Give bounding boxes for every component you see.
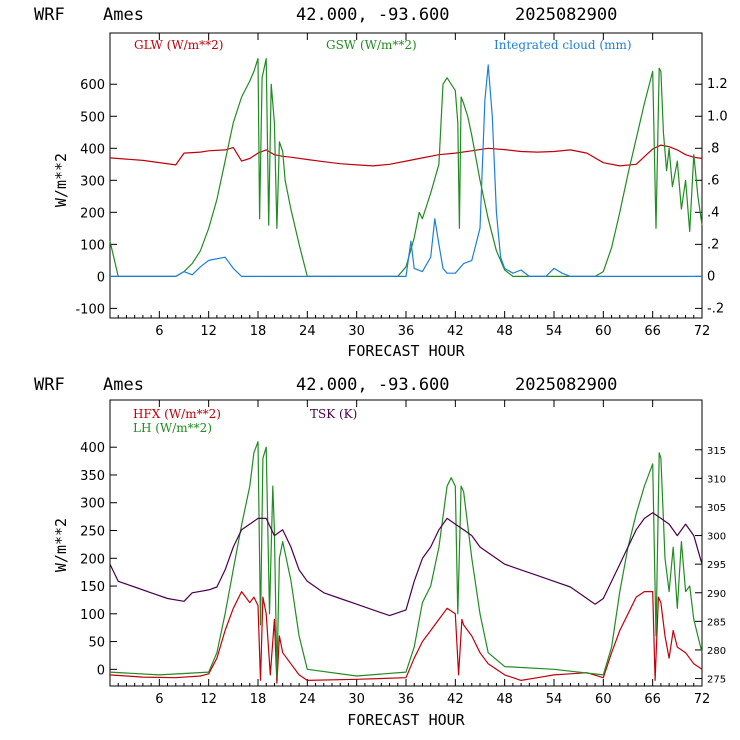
bottom-y2-tick-label: 275 [707, 675, 726, 686]
bottom-y2-tick-label: 310 [707, 474, 726, 485]
bottom-x-tick-label: 42 [447, 692, 464, 707]
bottom-x-tick-label: 36 [398, 692, 415, 707]
top-x-tick-label: 12 [200, 324, 217, 339]
bottom-x-tick-label: 12 [200, 692, 217, 707]
top-x-tick-label: 48 [496, 324, 513, 339]
top-y2-tick-label: .6 [707, 173, 719, 188]
bottom-x-tick-label: 54 [546, 692, 563, 707]
bottom-header-station: Ames [103, 375, 144, 395]
bottom-x-tick-label: 6 [155, 692, 163, 707]
bottom-x-tick-label: 24 [299, 692, 316, 707]
top-y2-tick-label: 1.2 [707, 77, 728, 92]
legend-integrated-cloud: Integrated cloud (mm) [494, 38, 632, 52]
bottom-x-axis-label: FORECAST HOUR [347, 711, 465, 729]
top-y-axis-label: W/m**2 [52, 153, 70, 207]
top-y-tick-label: 400 [80, 142, 105, 157]
top-header-model: WRF [34, 5, 65, 25]
top-x-tick-label: 42 [447, 324, 464, 339]
top-y2-tick-label: .2 [707, 237, 719, 252]
top-header-run: 2025082900 [515, 5, 617, 25]
top-header-station: Ames [103, 5, 144, 25]
top-y2-tick-label: 1.0 [707, 109, 728, 124]
bottom-series-lh-line [109, 441, 703, 679]
legend-tsk: TSK (K) [310, 407, 357, 421]
bottom-y-tick-label: 350 [80, 469, 105, 484]
bottom-x-tick-label: 18 [250, 692, 267, 707]
top-x-tick-label: 24 [299, 324, 316, 339]
bottom-y2-tick-label: 295 [707, 560, 726, 571]
top-y-tick-label: 600 [80, 78, 105, 93]
top-x-tick-label: 54 [546, 324, 563, 339]
bottom-y-tick-label: 50 [88, 636, 105, 651]
top-y-tick-label: 300 [80, 174, 105, 189]
legend-glw: GLW (W/m**2) [134, 38, 223, 52]
bottom-x-tick-label: 30 [348, 692, 365, 707]
legend-lh: LH (W/m**2) [133, 421, 212, 435]
bottom-y-tick-label: 300 [80, 497, 105, 512]
bottom-y-tick-label: 250 [80, 525, 105, 540]
bottom-plot-frame [109, 399, 703, 687]
bottom-y2-tick-label: 285 [707, 617, 726, 628]
top-x-tick-label: 30 [348, 324, 365, 339]
top-y2-tick-label: .4 [707, 205, 719, 220]
top-x-axis-label: FORECAST HOUR [347, 342, 465, 360]
bottom-y2-tick-label: 305 [707, 503, 726, 514]
top-y-tick-label: 100 [80, 238, 105, 253]
bottom-y2-tick-label: 315 [707, 446, 726, 457]
legend-gsw: GSW (W/m**2) [326, 38, 417, 52]
bottom-y-axis-label: W/m**2 [52, 518, 70, 572]
bottom-x-tick-label: 66 [644, 692, 661, 707]
top-y-tick-label: 200 [80, 206, 105, 221]
top-y2-tick-label: -.2 [707, 301, 724, 316]
top-y-tick-label: 0 [97, 270, 105, 285]
bottom-y2-tick-label: 290 [707, 589, 726, 600]
top-y-tick-label: 500 [80, 110, 105, 125]
bottom-header-coords: 42.000, -93.600 [296, 375, 450, 395]
top-x-tick-label: 72 [694, 324, 711, 339]
bottom-header-model: WRF [34, 375, 65, 395]
top-y-tick-label: -100 [75, 302, 105, 317]
top-series-integrated-line [110, 64, 702, 277]
bottom-series-hfx-line [109, 590, 703, 684]
top-header-coords: 42.000, -93.600 [296, 5, 450, 25]
top-x-tick-label: 36 [398, 324, 415, 339]
bottom-x-tick-label: 60 [595, 692, 612, 707]
bottom-y2-tick-label: 300 [707, 532, 726, 543]
bottom-y-tick-label: 150 [80, 580, 105, 595]
bottom-y-tick-label: 100 [80, 608, 105, 623]
bottom-y-tick-label: 200 [80, 552, 105, 567]
top-y2-tick-label: .8 [707, 141, 719, 156]
bottom-x-tick-label: 72 [694, 692, 711, 707]
top-x-tick-label: 66 [644, 324, 661, 339]
top-x-tick-label: 6 [155, 324, 163, 339]
top-series-glw-line [109, 144, 703, 167]
top-y2-tick-label: 0 [707, 269, 715, 284]
bottom-y-tick-label: 400 [80, 441, 105, 456]
bottom-series-tsk-line [109, 512, 703, 617]
top-series-gsw-line [109, 57, 703, 277]
top-x-tick-label: 60 [595, 324, 612, 339]
bottom-x-tick-label: 48 [496, 692, 513, 707]
top-x-tick-label: 18 [250, 324, 267, 339]
legend-hfx: HFX (W/m**2) [133, 407, 221, 421]
plot-layer: 6 12 18 24 30 36 42 48 54 60 66 72-1000100200300400… [75, 32, 728, 707]
bottom-header-run: 2025082900 [515, 375, 617, 395]
bottom-y2-tick-label: 280 [707, 646, 726, 657]
bottom-y-tick-label: 0 [97, 663, 105, 678]
